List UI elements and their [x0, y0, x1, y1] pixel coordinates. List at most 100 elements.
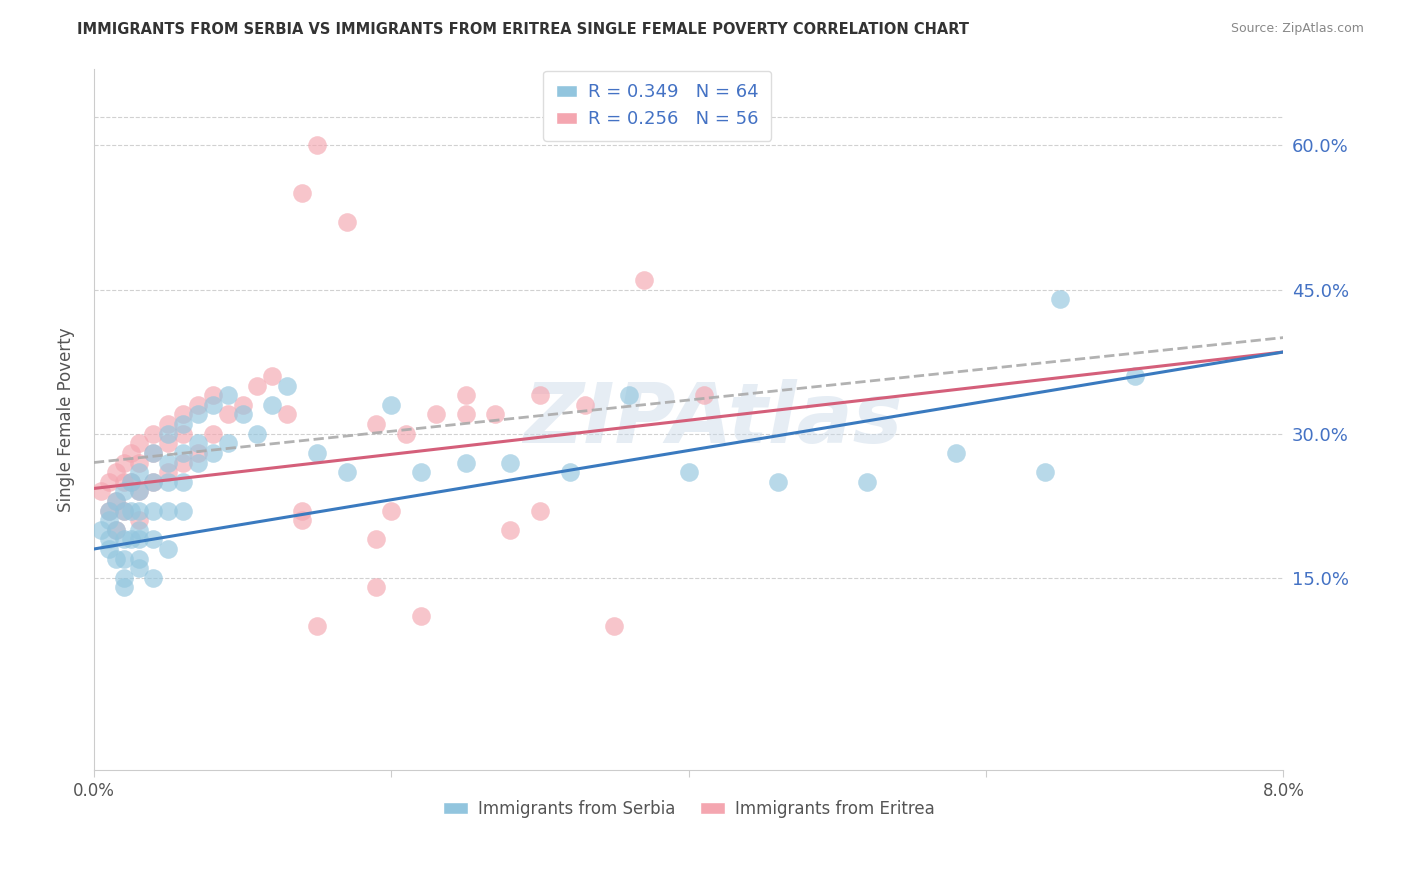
Point [172, 417, 194, 431]
Point [232, 398, 254, 412]
Point [157, 475, 180, 489]
Point [499, 455, 522, 469]
Point [120, 503, 142, 517]
Point [112, 571, 135, 585]
Point [262, 398, 284, 412]
Point [128, 523, 150, 537]
Point [336, 465, 359, 479]
Point [112, 475, 135, 489]
Point [603, 619, 626, 633]
Point [558, 465, 581, 479]
Point [128, 513, 150, 527]
Point [97, 541, 120, 556]
Point [112, 503, 135, 517]
Point [97, 503, 120, 517]
Point [454, 455, 477, 469]
Point [112, 503, 135, 517]
Text: ZIPAtlas: ZIPAtlas [523, 379, 903, 459]
Point [945, 446, 967, 460]
Point [172, 408, 194, 422]
Point [142, 533, 165, 547]
Point [120, 475, 142, 489]
Point [217, 388, 239, 402]
Point [142, 446, 165, 460]
Point [142, 475, 165, 489]
Point [97, 533, 120, 547]
Point [105, 494, 128, 508]
Point [201, 446, 224, 460]
Point [157, 503, 180, 517]
Point [142, 571, 165, 585]
Point [172, 503, 194, 517]
Point [172, 426, 194, 441]
Point [409, 465, 432, 479]
Point [232, 408, 254, 422]
Point [276, 408, 298, 422]
Point [201, 398, 224, 412]
Y-axis label: Single Female Poverty: Single Female Poverty [58, 327, 75, 512]
Point [128, 465, 150, 479]
Point [172, 455, 194, 469]
Point [128, 436, 150, 450]
Point [187, 408, 209, 422]
Text: IMMIGRANTS FROM SERBIA VS IMMIGRANTS FROM ERITREA SINGLE FEMALE POVERTY CORRELAT: IMMIGRANTS FROM SERBIA VS IMMIGRANTS FRO… [77, 22, 969, 37]
Point [380, 398, 402, 412]
Point [120, 475, 142, 489]
Point [112, 455, 135, 469]
Point [529, 503, 551, 517]
Point [574, 398, 596, 412]
Point [366, 533, 388, 547]
Point [128, 503, 150, 517]
Point [120, 533, 142, 547]
Point [1049, 292, 1071, 306]
Point [454, 408, 477, 422]
Point [766, 475, 789, 489]
Point [157, 426, 180, 441]
Point [105, 523, 128, 537]
Point [105, 494, 128, 508]
Point [142, 475, 165, 489]
Point [128, 455, 150, 469]
Point [128, 561, 150, 575]
Point [172, 446, 194, 460]
Point [336, 215, 359, 229]
Point [105, 551, 128, 566]
Point [305, 619, 328, 633]
Point [112, 551, 135, 566]
Point [499, 523, 522, 537]
Point [366, 417, 388, 431]
Point [128, 551, 150, 566]
Point [112, 533, 135, 547]
Point [305, 138, 328, 153]
Legend: Immigrants from Serbia, Immigrants from Eritrea: Immigrants from Serbia, Immigrants from … [436, 794, 942, 825]
Point [142, 503, 165, 517]
Point [157, 455, 180, 469]
Point [633, 273, 655, 287]
Point [291, 513, 314, 527]
Point [90, 484, 112, 499]
Point [1123, 369, 1146, 384]
Point [425, 408, 447, 422]
Point [142, 446, 165, 460]
Point [395, 426, 418, 441]
Point [90, 523, 112, 537]
Point [305, 446, 328, 460]
Point [187, 455, 209, 469]
Text: Source: ZipAtlas.com: Source: ZipAtlas.com [1230, 22, 1364, 36]
Point [276, 378, 298, 392]
Point [246, 426, 269, 441]
Point [366, 581, 388, 595]
Point [157, 417, 180, 431]
Point [120, 446, 142, 460]
Point [484, 408, 506, 422]
Point [112, 581, 135, 595]
Point [617, 388, 640, 402]
Point [187, 436, 209, 450]
Point [187, 446, 209, 460]
Point [291, 503, 314, 517]
Point [678, 465, 700, 479]
Point [157, 541, 180, 556]
Point [291, 186, 314, 201]
Point [157, 465, 180, 479]
Point [454, 388, 477, 402]
